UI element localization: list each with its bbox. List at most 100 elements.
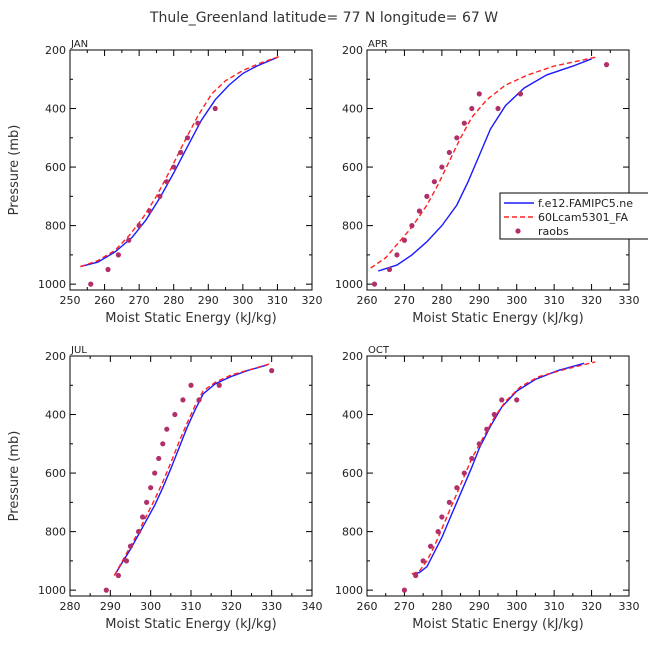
raobs-point bbox=[416, 208, 422, 214]
raobs-point bbox=[491, 411, 497, 418]
y-tick-label: 800 bbox=[342, 526, 363, 539]
raobs-point bbox=[127, 543, 134, 549]
x-tick-label: 260 bbox=[357, 294, 378, 307]
x-tick-label: 300 bbox=[140, 600, 161, 613]
plot-frame bbox=[366, 355, 630, 597]
series-line-cam5301 bbox=[370, 56, 596, 269]
raobs-point bbox=[517, 91, 524, 97]
panel-title: JAN bbox=[70, 39, 88, 50]
panels: JAN 250 260 270 280 290 300 310 320 200 400 600 800 1… bbox=[7, 39, 648, 632]
raobs-point bbox=[148, 485, 154, 491]
x-tick-label: 320 bbox=[221, 600, 242, 613]
raobs-point bbox=[424, 193, 430, 199]
raobs-point bbox=[428, 543, 434, 549]
x-tick-label: 310 bbox=[181, 600, 202, 613]
x-tick-label: 330 bbox=[261, 600, 282, 613]
plot-frame bbox=[69, 49, 313, 291]
raobs-point bbox=[439, 164, 445, 170]
raobs-point bbox=[178, 149, 184, 156]
x-tick-label: 310 bbox=[544, 600, 565, 613]
x-axis-title: Moist Static Energy (kJ/kg) bbox=[412, 617, 583, 632]
chart-panel-apr: APR 260 270 280 290 300 310 320 330 200 400 600 800 1… bbox=[335, 39, 640, 326]
raobs-point bbox=[386, 266, 393, 273]
raobs-point bbox=[439, 514, 445, 520]
x-tick-label: 290 bbox=[100, 600, 121, 613]
raobs-point bbox=[461, 470, 467, 476]
y-tick-label: 600 bbox=[342, 161, 363, 174]
x-tick-label: 280 bbox=[431, 294, 452, 307]
raobs-point bbox=[126, 237, 132, 243]
raobs-point bbox=[499, 397, 505, 403]
y-axis-title: Pressure (mb) bbox=[7, 431, 22, 522]
y-tick-label: 600 bbox=[342, 467, 363, 480]
raobs-point bbox=[484, 426, 490, 432]
legend-label: f.e12.FAMIPC5.ne bbox=[538, 197, 633, 210]
y-tick-label: 200 bbox=[45, 44, 66, 57]
raobs-point bbox=[476, 91, 482, 97]
raobs-point bbox=[435, 529, 441, 535]
raobs-point bbox=[188, 382, 194, 388]
x-tick-label: 260 bbox=[357, 600, 378, 613]
raobs-point bbox=[156, 455, 162, 462]
legend-label: 60Lcam5301_FA bbox=[538, 211, 628, 224]
y-tick-label: 200 bbox=[45, 350, 66, 363]
y-tick-label: 400 bbox=[342, 103, 363, 116]
panel-title: APR bbox=[368, 39, 388, 50]
x-axis-title: Moist Static Energy (kJ/kg) bbox=[105, 311, 276, 326]
raobs-point bbox=[135, 529, 142, 535]
series-line-famipc5 bbox=[113, 364, 268, 576]
raobs-point bbox=[196, 397, 202, 403]
series-line-famipc5 bbox=[411, 362, 585, 575]
x-tick-label: 270 bbox=[394, 600, 415, 613]
chart-panel-jul: JUL 280 290 300 310 320 330 340 200 400 600 800 1000… bbox=[7, 345, 323, 632]
chart-panel-oct: OCT 260 270 280 290 300 310 320 330 200 400 600 800 1… bbox=[335, 345, 640, 632]
x-tick-label: 300 bbox=[232, 294, 253, 307]
series-line-famipc5 bbox=[377, 58, 592, 272]
x-tick-label: 280 bbox=[431, 600, 452, 613]
raobs-point bbox=[171, 164, 177, 170]
y-tick-label: 800 bbox=[45, 526, 66, 539]
raobs-point bbox=[136, 223, 142, 229]
x-tick-label: 320 bbox=[581, 294, 602, 307]
x-axis-title: Moist Static Energy (kJ/kg) bbox=[412, 311, 583, 326]
raobs-point bbox=[195, 120, 201, 126]
raobs-point bbox=[469, 105, 475, 112]
legend-box bbox=[499, 192, 648, 240]
y-tick-label: 400 bbox=[45, 103, 66, 116]
raobs-point bbox=[103, 587, 109, 593]
raobs-point bbox=[401, 587, 408, 593]
x-tick-label: 320 bbox=[302, 294, 323, 307]
raobs-point bbox=[172, 411, 178, 418]
x-tick-label: 290 bbox=[198, 294, 219, 307]
x-tick-label: 250 bbox=[60, 294, 81, 307]
raobs-point bbox=[180, 397, 186, 403]
raobs-point bbox=[164, 426, 170, 432]
x-tick-label: 290 bbox=[469, 294, 490, 307]
series-line-famipc5 bbox=[80, 56, 278, 268]
y-tick-label: 1000 bbox=[335, 584, 363, 597]
raobs-point bbox=[146, 208, 153, 214]
raobs-point bbox=[476, 441, 482, 447]
raobs-point bbox=[115, 252, 121, 258]
raobs-point bbox=[105, 266, 111, 273]
x-tick-label: 260 bbox=[94, 294, 115, 307]
raobs-point bbox=[454, 135, 460, 141]
chart-panel-jan: JAN 250 260 270 280 290 300 310 320 200 400 600 800 1… bbox=[7, 39, 323, 326]
raobs-point bbox=[88, 281, 94, 287]
x-tick-label: 290 bbox=[469, 600, 490, 613]
raobs-point bbox=[454, 485, 460, 491]
raobs-point bbox=[216, 382, 222, 388]
raobs-point bbox=[157, 193, 163, 199]
raobs-point bbox=[420, 558, 426, 564]
y-tick-label: 600 bbox=[45, 467, 66, 480]
raobs-point bbox=[431, 179, 437, 185]
x-tick-label: 330 bbox=[619, 294, 640, 307]
panel-title: OCT bbox=[368, 345, 390, 356]
raobs-point bbox=[164, 179, 170, 185]
x-tick-label: 280 bbox=[163, 294, 184, 307]
x-tick-label: 310 bbox=[267, 294, 288, 307]
raobs-point bbox=[446, 499, 452, 505]
plot-frame bbox=[69, 355, 313, 597]
